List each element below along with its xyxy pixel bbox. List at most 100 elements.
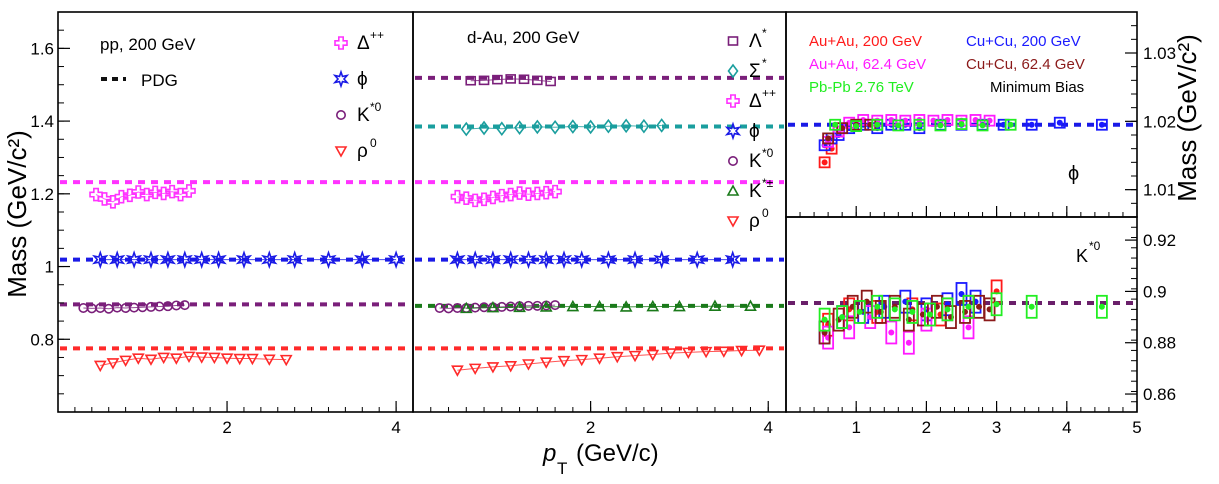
dau-point-sigma xyxy=(585,119,597,135)
pp-point-rho xyxy=(208,352,221,365)
pp-point-rho xyxy=(279,354,293,367)
dau-point-lambda xyxy=(505,74,516,84)
dau-point-sigma xyxy=(549,119,561,135)
dau-point-sigma xyxy=(620,118,632,134)
centrality-label: Minimum Bias xyxy=(990,79,1084,96)
left-y-tick-label: 1 xyxy=(45,258,54,277)
dau-point-phi xyxy=(520,250,537,270)
dau-point-rho xyxy=(486,362,500,374)
phi-point-cucu200 xyxy=(1053,116,1066,129)
dau-point-rho xyxy=(593,353,606,365)
phi-point-center-cucu200 xyxy=(1098,121,1105,128)
pp-point-rho xyxy=(131,353,145,365)
dau-legend-marker-sigma xyxy=(727,63,739,79)
phi-point-cucu200 xyxy=(1096,118,1108,131)
k0-point-cucu200 xyxy=(955,282,968,306)
k0-point-pbpb xyxy=(1025,294,1038,319)
pp-x-tick-label: 2 xyxy=(222,418,231,437)
dau-legend-sup-kstar0: *0 xyxy=(762,146,774,160)
k0-point-center-pbpb xyxy=(944,306,951,313)
pp-point-rho xyxy=(246,353,259,366)
dau-point-phi xyxy=(484,250,502,270)
dau-point-phi xyxy=(600,250,617,270)
phi-point-pbpb xyxy=(871,118,884,131)
k0-point-auau62 xyxy=(822,325,835,350)
k0-point-cucu62 xyxy=(874,300,887,324)
dau-point-sigma xyxy=(638,118,650,134)
pp-legend-label-delta: Δ xyxy=(357,33,370,54)
k0-y-tick-label: 0.86 xyxy=(1143,385,1176,404)
phi-point-pbpb xyxy=(955,118,968,130)
pp-point-rho xyxy=(262,354,276,366)
k0-point-auau62 xyxy=(920,307,933,332)
x-axis-title-p: p xyxy=(542,440,556,467)
dau-legend-sup-rho: 0 xyxy=(762,206,769,220)
data-points xyxy=(78,74,1108,377)
dau-series-band-lambda xyxy=(470,78,551,82)
pp-point-rho xyxy=(220,353,234,365)
legend-cucu200: Cu+Cu, 200 GeV xyxy=(966,33,1081,50)
k0-point-center-auau62 xyxy=(905,339,912,346)
left-y-axis-title: Mass (GeV/c²) xyxy=(2,130,32,298)
pp-series-band-rho xyxy=(100,355,287,366)
dau-point-phi xyxy=(538,250,555,270)
pp-point-phi xyxy=(92,250,109,270)
dau-point-lambda xyxy=(545,76,556,87)
dau-point-sigma xyxy=(602,118,614,134)
phi-point-center-pbpb xyxy=(937,122,944,129)
dau-point-rho xyxy=(504,361,518,373)
k0-point-auau62 xyxy=(962,315,975,340)
axis-ticks: 2 4 2 4 1 2 3 4 5 0.8 1 1.2 1.4 1.6 1.01 1.02 1.03 0.86 0.… xyxy=(30,11,1176,437)
dau-point-sigma xyxy=(567,119,579,134)
legend-auau62: Au+Au, 62.4 GeV xyxy=(809,56,926,73)
dau-point-kstarpm xyxy=(708,299,722,311)
left-y-tick-label: 1.4 xyxy=(30,112,54,131)
dau-point-sigma xyxy=(656,118,668,133)
dau-point-kstarpm xyxy=(539,300,553,312)
k0-point-cucu62 xyxy=(983,297,996,322)
dau-point-kstarpm xyxy=(673,299,686,312)
pp-point-rho xyxy=(119,355,132,368)
dau-point-rho xyxy=(717,346,731,358)
k0-point-cucu62 xyxy=(959,300,971,324)
dau-point-rho xyxy=(610,351,624,364)
pp-legend-sup-kstar0: *0 xyxy=(370,100,382,114)
k0-point-center-pbpb xyxy=(965,303,972,310)
phi-point-center-cucu62 xyxy=(825,135,832,142)
k0-point-center-cucu62 xyxy=(976,303,983,310)
pp-point-delta xyxy=(148,185,163,200)
pp-point-delta xyxy=(131,185,146,199)
phi-point-pbpb xyxy=(913,118,926,131)
pp-point-rho xyxy=(93,360,107,373)
k0-point-center-pbpb xyxy=(909,308,916,315)
pp-point-phi xyxy=(286,250,303,270)
dau-point-lambda xyxy=(465,75,477,86)
dau-point-kstarpm xyxy=(646,299,660,312)
pp-point-phi xyxy=(142,250,160,270)
dau-point-lambda xyxy=(478,75,490,86)
dau-point-phi xyxy=(573,250,590,270)
pp-legend-marker-phi xyxy=(332,69,350,89)
pp-legend-marker-rho xyxy=(334,146,348,158)
phi-y-tick-label: 1.02 xyxy=(1143,112,1176,131)
k0-point-center-pbpb xyxy=(874,303,881,310)
pp-point-phi xyxy=(159,250,177,270)
dau-x-tick-label: 4 xyxy=(764,418,773,437)
dau-point-kstarpm xyxy=(619,300,633,312)
pp-point-phi xyxy=(193,250,210,270)
k0-x-tick-label: 4 xyxy=(1062,418,1071,437)
phi-y-tick-label: 1.01 xyxy=(1143,181,1176,200)
k0-point-auau62 xyxy=(902,330,915,355)
x-axis-title-subscript: T xyxy=(557,459,567,478)
pp-point-rho xyxy=(195,352,209,364)
k0-x-tick-label: 3 xyxy=(992,418,1001,437)
phi-point-pbpb xyxy=(892,119,905,132)
dau-point-phi xyxy=(688,250,706,270)
dau-legend-marker-phi xyxy=(724,121,742,141)
dau-point-rho xyxy=(451,365,464,377)
pp-point-rho xyxy=(169,353,183,365)
k0-point-pbpb xyxy=(836,305,849,329)
pp-series-band-kstar0 xyxy=(83,304,185,310)
dau-legend-label-phi: ϕ xyxy=(749,121,760,142)
